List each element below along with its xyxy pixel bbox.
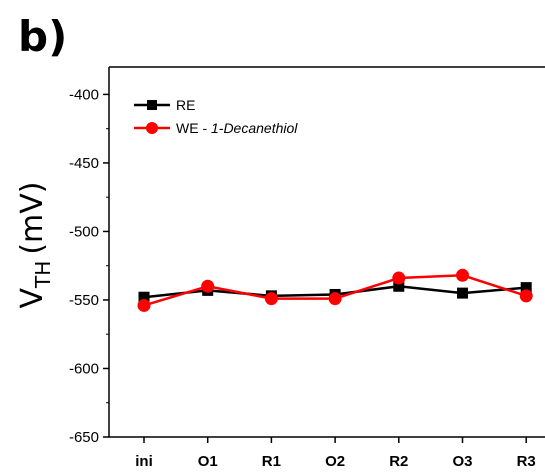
legend-label-re: RE — [176, 97, 195, 113]
data-point-square — [457, 287, 468, 299]
y-tick-label: -600 — [69, 360, 99, 377]
x-tick-label: R3 — [517, 453, 536, 470]
data-point-circle — [137, 298, 151, 312]
legend-marker-we — [146, 122, 158, 134]
chart-axes — [108, 66, 545, 438]
y-axis-label: VTH (mV) — [15, 182, 55, 309]
y-tick-label: -450 — [69, 155, 99, 172]
data-point-square — [520, 282, 532, 294]
x-tick-label: O3 — [452, 453, 472, 470]
legend-label-we-prefix: WE - — [176, 120, 211, 136]
panel-label: b) — [18, 12, 68, 61]
y-axis-label-sub: TH — [31, 261, 55, 289]
y-axis-label-unit: (mV) — [15, 182, 50, 255]
legend-label-we: WE - 1-Decanethiol — [176, 120, 298, 136]
x-tick-label: R1 — [262, 453, 281, 470]
y-axis-label-main: V — [15, 287, 50, 308]
data-point-circle — [201, 279, 215, 293]
data-point-square — [393, 280, 405, 292]
x-tick-label: O1 — [198, 453, 218, 470]
y-tick-label: -400 — [69, 86, 99, 103]
legend-label-we-italic: 1-Decanethiol — [211, 120, 298, 136]
y-tick-label: -650 — [69, 429, 99, 446]
y-tick-label: -500 — [69, 223, 99, 240]
data-point-circle — [328, 292, 342, 306]
x-ticks: ini O1 R1 O2 R2 O3 R3 — [135, 437, 536, 470]
y-tick-label: -550 — [69, 292, 99, 309]
data-point-circle — [519, 289, 533, 303]
data-point-circle — [264, 292, 278, 306]
data-point-square — [138, 291, 150, 303]
series-layer — [137, 268, 533, 312]
data-point-circle — [456, 268, 469, 282]
data-point-circle — [392, 271, 406, 285]
x-tick-label: R2 — [389, 453, 408, 470]
legend: RE WE - 1-Decanethiol — [134, 97, 298, 136]
legend-marker-re — [147, 100, 157, 110]
x-tick-label: O2 — [325, 453, 345, 470]
y-ticks: -650 -600 -550 -500 -450 -400 — [69, 86, 109, 446]
x-tick-label: ini — [135, 453, 153, 470]
